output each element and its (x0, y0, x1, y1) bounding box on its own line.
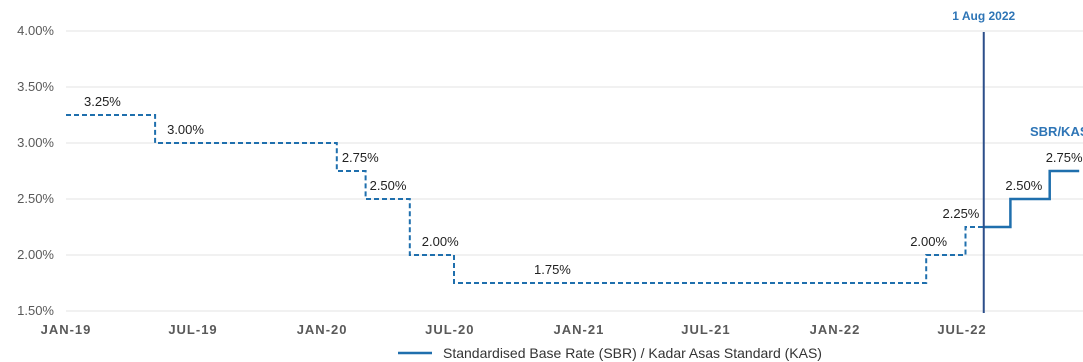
data-label: 3.00% (167, 122, 204, 137)
data-label: 3.25% (84, 94, 121, 109)
x-tick-label: JAN-20 (297, 322, 348, 337)
series-line-dashed (66, 114, 984, 284)
y-tick-label: 3.00% (17, 135, 54, 150)
y-tick-label: 2.50% (17, 191, 54, 206)
legend-label: Standardised Base Rate (SBR) / Kadar Asa… (443, 345, 822, 361)
data-label: 1.75% (534, 262, 571, 277)
data-label: 2.00% (910, 234, 947, 249)
reference-line-label: 1 Aug 2022 (952, 9, 1015, 23)
data-labels: 3.25% 3.00% 2.75% 2.50% 2.00% 1.75% 2.00… (84, 94, 1083, 277)
y-tick-label: 4.00% (17, 23, 54, 38)
legend: Standardised Base Rate (SBR) / Kadar Asa… (398, 345, 822, 361)
data-label: 2.00% (422, 234, 459, 249)
y-axis-ticks: 1.50% 2.00% 2.50% 3.00% 3.50% 4.00% (17, 23, 54, 318)
x-tick-label: JAN-21 (554, 322, 605, 337)
x-tick-label: JUL-21 (681, 322, 730, 337)
x-tick-label: JUL-19 (168, 322, 217, 337)
y-tick-label: 2.00% (17, 247, 54, 262)
x-tick-label: JAN-22 (810, 322, 861, 337)
y-tick-label: 3.50% (17, 79, 54, 94)
data-label: 2.50% (1005, 178, 1042, 193)
gridlines (66, 30, 1083, 312)
x-tick-label: JUL-20 (425, 322, 474, 337)
data-label: 2.75% (342, 150, 379, 165)
y-tick-label: 1.50% (17, 303, 54, 318)
x-tick-label: JUL-22 (937, 322, 986, 337)
data-label: 2.75% (1046, 150, 1083, 165)
data-label: 2.25% (943, 206, 980, 221)
series-lines (66, 114, 1080, 284)
series-line-solid (983, 169, 1080, 229)
series-end-label: SBR/KAS (1030, 124, 1083, 139)
x-tick-label: JAN-19 (41, 322, 92, 337)
data-label: 2.50% (370, 178, 407, 193)
x-axis-ticks: JAN-19 JUL-19 JAN-20 JUL-20 JAN-21 JUL-2… (41, 322, 986, 337)
